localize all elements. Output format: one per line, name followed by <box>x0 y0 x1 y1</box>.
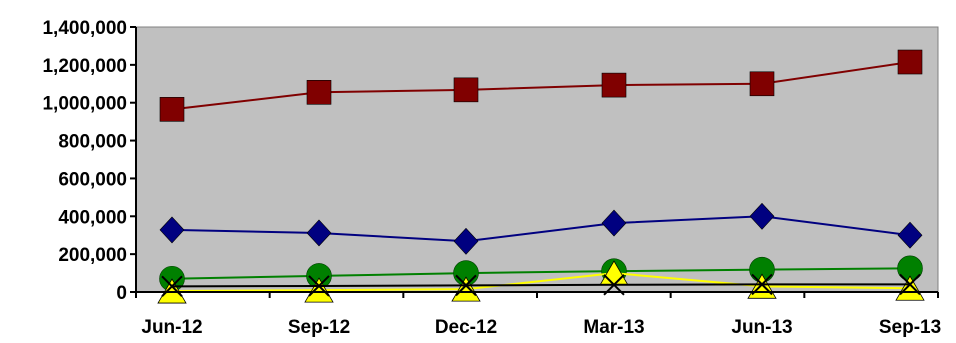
x-tick-label-2: Sep-12 <box>288 317 350 338</box>
series-1-point-3 <box>453 77 479 103</box>
series-2-point-5 <box>749 202 775 230</box>
series-5-line <box>171 283 910 288</box>
x-tick-label-3: Dec-12 <box>435 317 497 338</box>
plot-background <box>135 26 939 293</box>
series-4-point-2 <box>304 277 334 303</box>
series-2-point-6 <box>897 221 923 249</box>
series-4-line <box>171 272 911 293</box>
series-3-line <box>171 267 911 280</box>
y-tick-label-7: 1,200,000 <box>42 56 127 77</box>
plot-area <box>135 26 939 293</box>
y-tick-label-4: 600,000 <box>58 169 127 190</box>
series-1-point-2 <box>306 80 332 105</box>
series-1-point-4 <box>601 72 627 98</box>
y-tick-label-1: 0 <box>116 283 127 304</box>
series-2-line <box>171 215 911 243</box>
series-layer <box>157 49 925 304</box>
x-tick-label-4: Mar-13 <box>583 317 644 338</box>
y-tick-label-8: 1,400,000 <box>42 18 127 39</box>
series-4-point-6 <box>895 275 925 301</box>
y-tick-label-3: 400,000 <box>58 207 127 228</box>
y-tick-label-5: 800,000 <box>58 132 127 153</box>
x-tick-label-6: Sep-13 <box>879 317 941 338</box>
series-2-point-4 <box>601 209 627 237</box>
series-2 <box>159 202 923 255</box>
series-2-point-1 <box>159 216 185 244</box>
x-tick-label-1: Jun-12 <box>141 317 202 338</box>
series-2-point-2 <box>306 219 332 247</box>
series-4-point-3 <box>451 276 481 302</box>
series-1-line <box>171 61 911 111</box>
series-1-point-5 <box>749 71 775 97</box>
y-tick-label-2: 200,000 <box>58 245 127 266</box>
axes: 0 200,000 400,000 600,000 800,000 1,000,000 1,… <box>42 18 941 338</box>
series-1-point-6 <box>897 49 923 75</box>
x-tick-label-5: Jun-13 <box>731 317 792 338</box>
series-1-point-1 <box>159 97 185 122</box>
series-1 <box>159 49 923 122</box>
series-2-point-3 <box>453 227 479 255</box>
y-tick-label-6: 1,000,000 <box>42 94 127 115</box>
